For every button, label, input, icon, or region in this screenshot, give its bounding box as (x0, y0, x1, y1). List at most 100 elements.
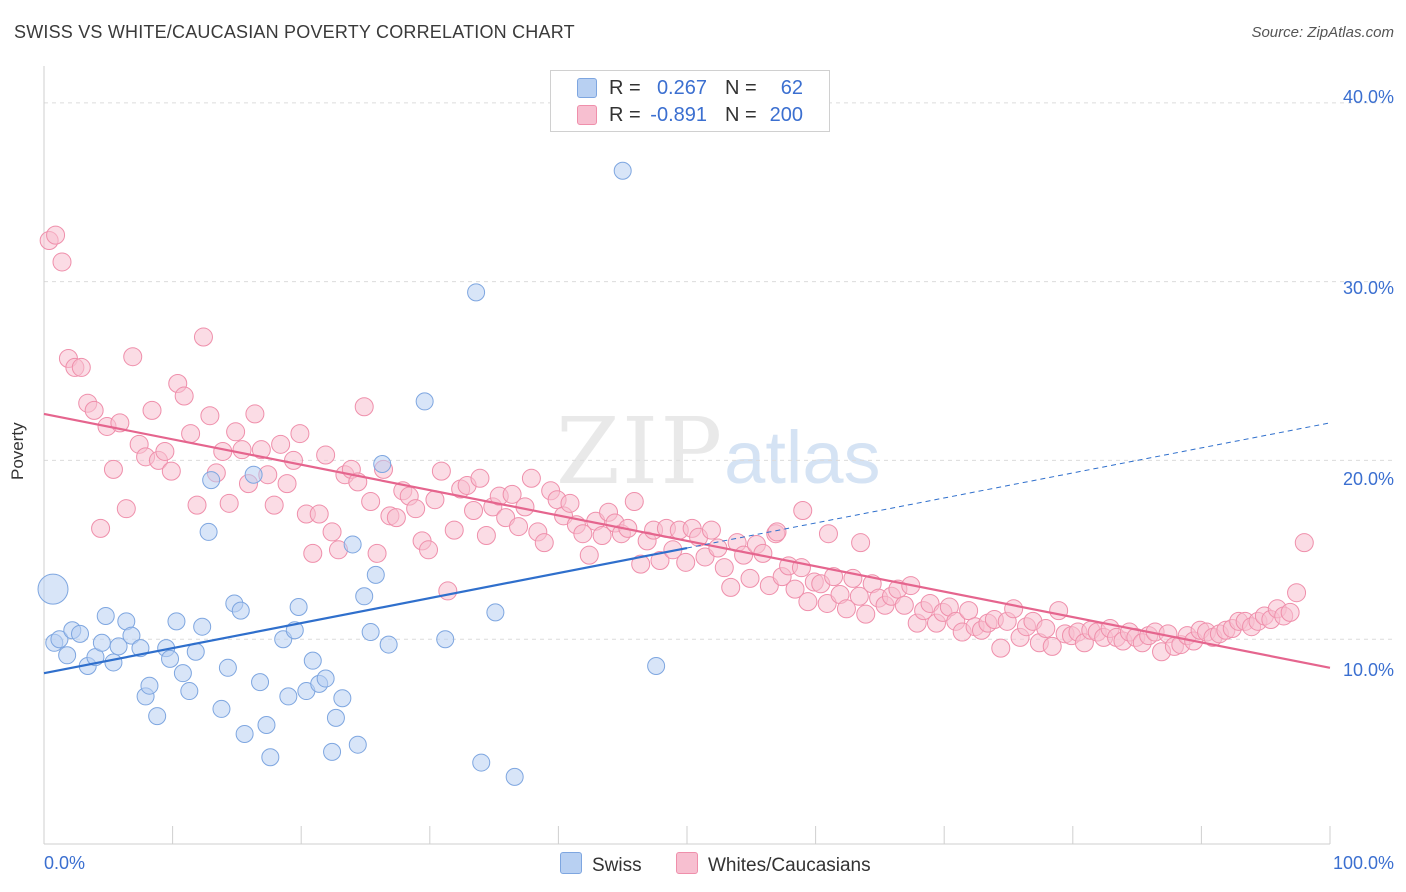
point-swiss (131, 639, 150, 658)
point-white (1004, 599, 1024, 619)
point-swiss (218, 658, 237, 677)
point-white (701, 520, 721, 540)
watermark: ZIPatlas (556, 398, 880, 505)
point-white (71, 357, 91, 377)
y-tick-label-30: 30.0% (1342, 278, 1394, 298)
x-tick-label-min: 0.0% (44, 853, 86, 873)
point-white (193, 327, 213, 347)
point-white (1287, 583, 1307, 603)
point-swiss (58, 646, 77, 665)
point-white (714, 558, 734, 578)
point-white (824, 567, 844, 587)
point-white (560, 493, 580, 513)
point-white (793, 500, 813, 520)
y-tick-label-40: 40.0% (1342, 87, 1394, 107)
point-white (818, 524, 838, 544)
point-swiss (180, 682, 199, 701)
point-swiss (37, 573, 69, 605)
point-swiss (472, 753, 491, 772)
point-white (785, 579, 805, 599)
point-swiss (373, 454, 392, 473)
legend-n-label: N = (725, 104, 757, 126)
watermark-atlas: atlas (724, 416, 881, 499)
point-white (1294, 533, 1314, 553)
point-white (631, 554, 651, 574)
point-swiss (231, 601, 250, 620)
point-white (232, 440, 252, 460)
point-white (245, 404, 265, 424)
point-white (521, 468, 541, 488)
point-white (431, 461, 451, 481)
point-swiss (212, 699, 231, 718)
point-swiss (122, 626, 141, 645)
y-axis-label: Poverty (8, 422, 27, 480)
point-white (721, 577, 741, 597)
legend-swatch-white (577, 105, 597, 125)
point-white (155, 441, 175, 461)
point-white (464, 500, 484, 520)
point-white (851, 533, 871, 553)
point-white (676, 552, 696, 572)
point-swiss (244, 465, 263, 484)
point-white (200, 406, 220, 426)
point-white (1280, 602, 1300, 622)
point-swiss (251, 673, 270, 692)
trendline-white (43, 412, 1331, 669)
point-white (187, 495, 207, 515)
point-swiss (257, 716, 276, 735)
point-swiss (323, 742, 342, 761)
point-swiss (355, 587, 374, 606)
point-swiss (279, 687, 298, 706)
bottom-legend-swiss: Swiss (560, 852, 642, 877)
y-tick-label-10: 10.0% (1342, 660, 1394, 680)
legend-r-value: -0.891 (650, 104, 707, 126)
point-white (991, 638, 1011, 658)
point-swiss (316, 669, 335, 688)
point-swiss (366, 565, 385, 584)
point-white (283, 450, 303, 470)
point-white (84, 400, 104, 420)
point-white (624, 492, 644, 512)
point-swiss (140, 676, 159, 695)
point-swiss (486, 603, 505, 622)
trendline-swiss (43, 546, 688, 675)
point-white (103, 459, 123, 479)
point-white (123, 347, 143, 367)
point-swiss (613, 161, 632, 180)
legend-r-label: R = (609, 104, 641, 126)
point-swiss (333, 689, 352, 708)
point-swiss (173, 664, 192, 683)
point-swiss (436, 630, 455, 649)
legend-swatch-swiss (577, 78, 597, 98)
watermark-zip: ZIP (556, 398, 725, 505)
point-white (316, 445, 336, 465)
source-label: Source: ZipAtlas.com (1251, 24, 1394, 41)
point-swiss (71, 624, 90, 643)
point-swiss (379, 635, 398, 654)
point-swiss (199, 522, 218, 541)
point-white (116, 499, 136, 519)
point-white (592, 526, 612, 546)
point-white (406, 499, 426, 519)
point-swiss (148, 707, 167, 726)
y-tick-label-20: 20.0% (1342, 469, 1394, 489)
point-white (502, 484, 522, 504)
point-white (856, 604, 876, 624)
point-white (444, 520, 464, 540)
legend-row-white: R = -0.891 N = 200 (551, 102, 829, 128)
correlation-legend: R = 0.267 N = 62 R = -0.891 N = 200 (550, 70, 830, 132)
point-white (354, 397, 374, 417)
point-white (174, 386, 194, 406)
point-white (650, 551, 670, 571)
bottom-legend-label-white: Whites/Caucasians (708, 855, 871, 876)
point-white (264, 495, 284, 515)
point-swiss (109, 637, 128, 656)
point-white (573, 524, 593, 544)
point-swiss (467, 283, 486, 302)
point-swiss (326, 708, 345, 727)
point-white (367, 543, 387, 563)
point-white (1042, 636, 1062, 656)
point-swiss (505, 767, 524, 786)
point-white (361, 492, 381, 512)
